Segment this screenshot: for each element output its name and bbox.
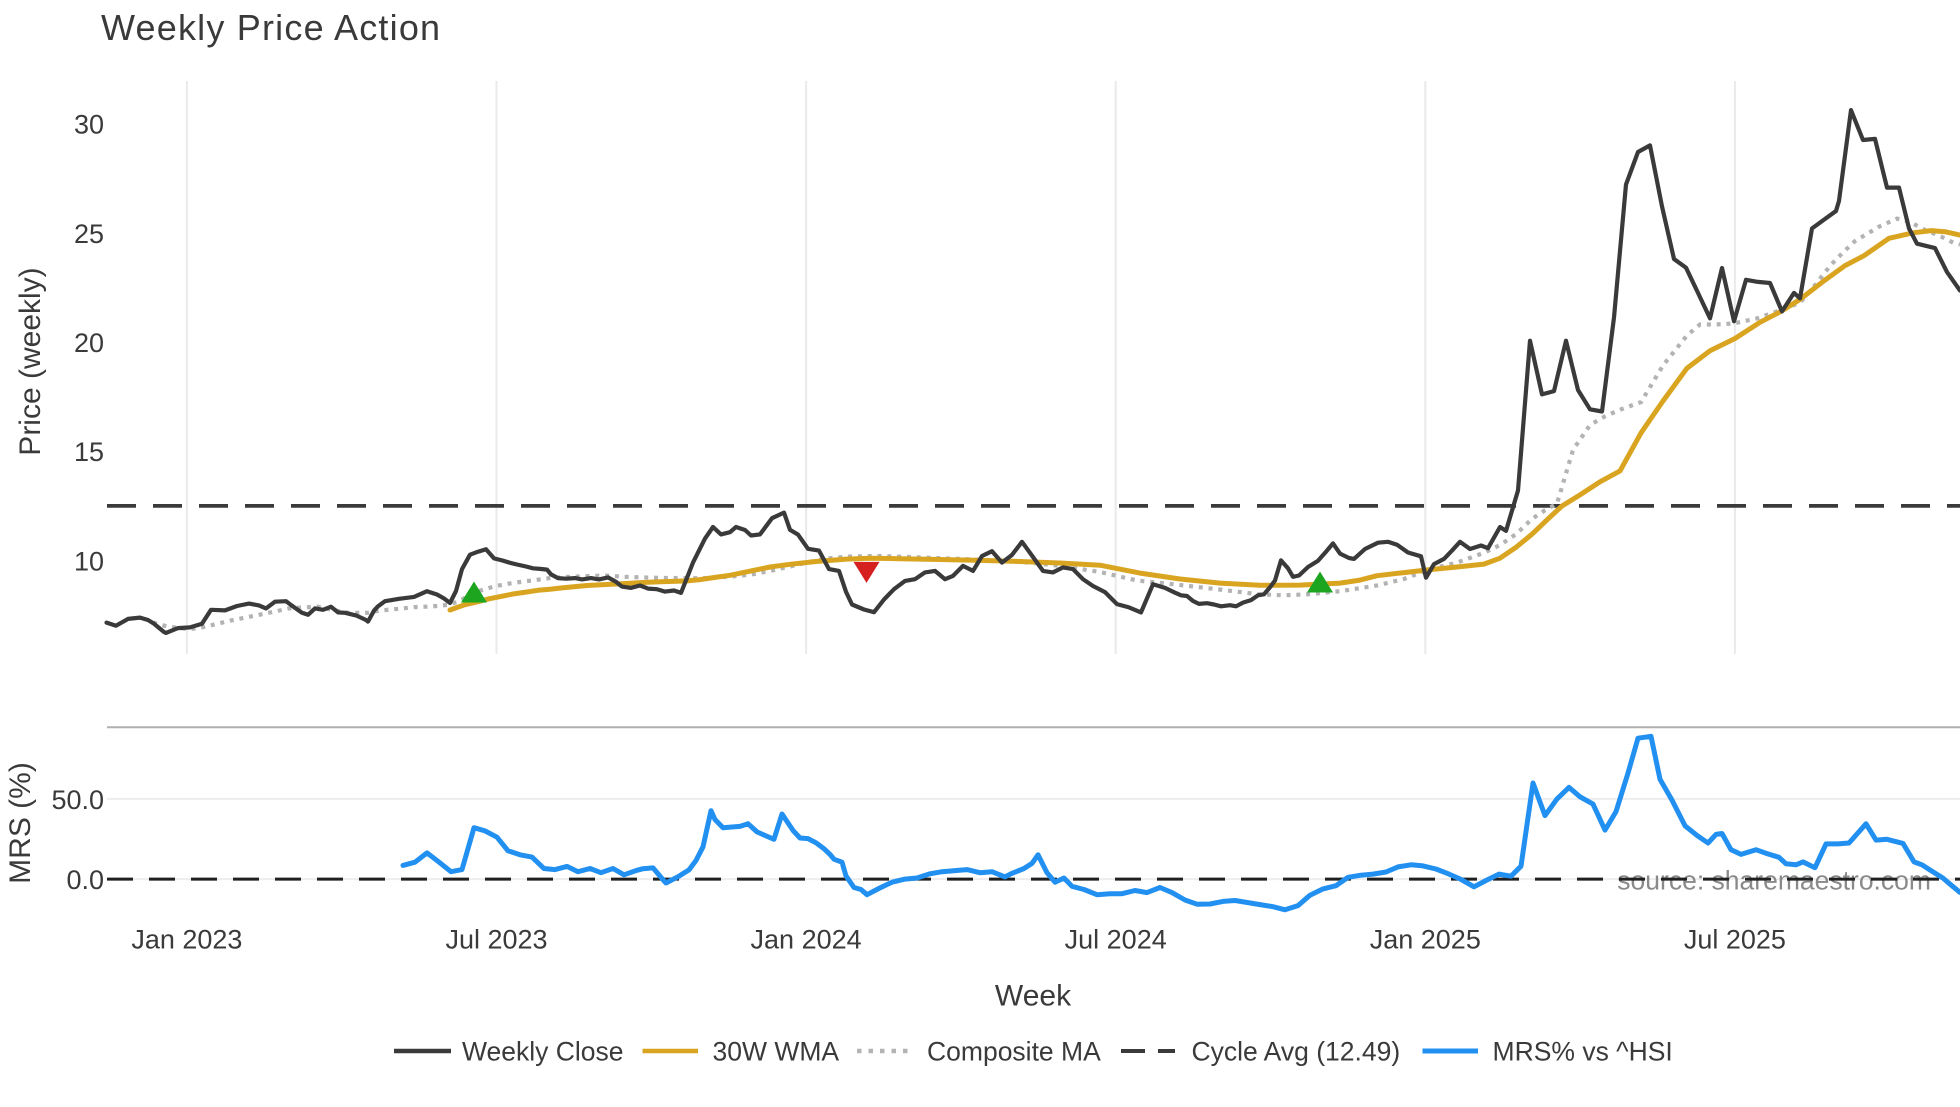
svg-text:Price (weekly): Price (weekly) bbox=[14, 267, 47, 455]
svg-text:50.0: 50.0 bbox=[51, 785, 104, 815]
svg-text:20: 20 bbox=[74, 328, 104, 358]
svg-text:Jan 2025: Jan 2025 bbox=[1370, 925, 1481, 955]
svg-text:15: 15 bbox=[74, 437, 104, 467]
svg-text:Jul 2024: Jul 2024 bbox=[1065, 925, 1167, 955]
svg-text:Jan 2023: Jan 2023 bbox=[131, 925, 242, 955]
svg-text:10: 10 bbox=[74, 546, 104, 576]
svg-text:Weekly Close: Weekly Close bbox=[462, 1037, 624, 1067]
svg-text:Composite MA: Composite MA bbox=[927, 1037, 1101, 1067]
svg-text:MRS% vs ^HSI: MRS% vs ^HSI bbox=[1493, 1037, 1673, 1067]
svg-text:Cycle Avg (12.49): Cycle Avg (12.49) bbox=[1192, 1037, 1401, 1067]
svg-text:25: 25 bbox=[74, 219, 104, 249]
svg-text:Jul 2025: Jul 2025 bbox=[1684, 925, 1786, 955]
svg-text:Weekly Price Action: Weekly Price Action bbox=[101, 7, 441, 48]
svg-text:Jul 2023: Jul 2023 bbox=[445, 925, 547, 955]
svg-text:Jan 2024: Jan 2024 bbox=[751, 925, 862, 955]
svg-text:Week: Week bbox=[995, 980, 1072, 1013]
svg-text:30W WMA: 30W WMA bbox=[713, 1037, 840, 1067]
svg-text:0.0: 0.0 bbox=[66, 865, 104, 895]
svg-text:30: 30 bbox=[74, 110, 104, 140]
svg-text:MRS (%): MRS (%) bbox=[4, 762, 37, 884]
